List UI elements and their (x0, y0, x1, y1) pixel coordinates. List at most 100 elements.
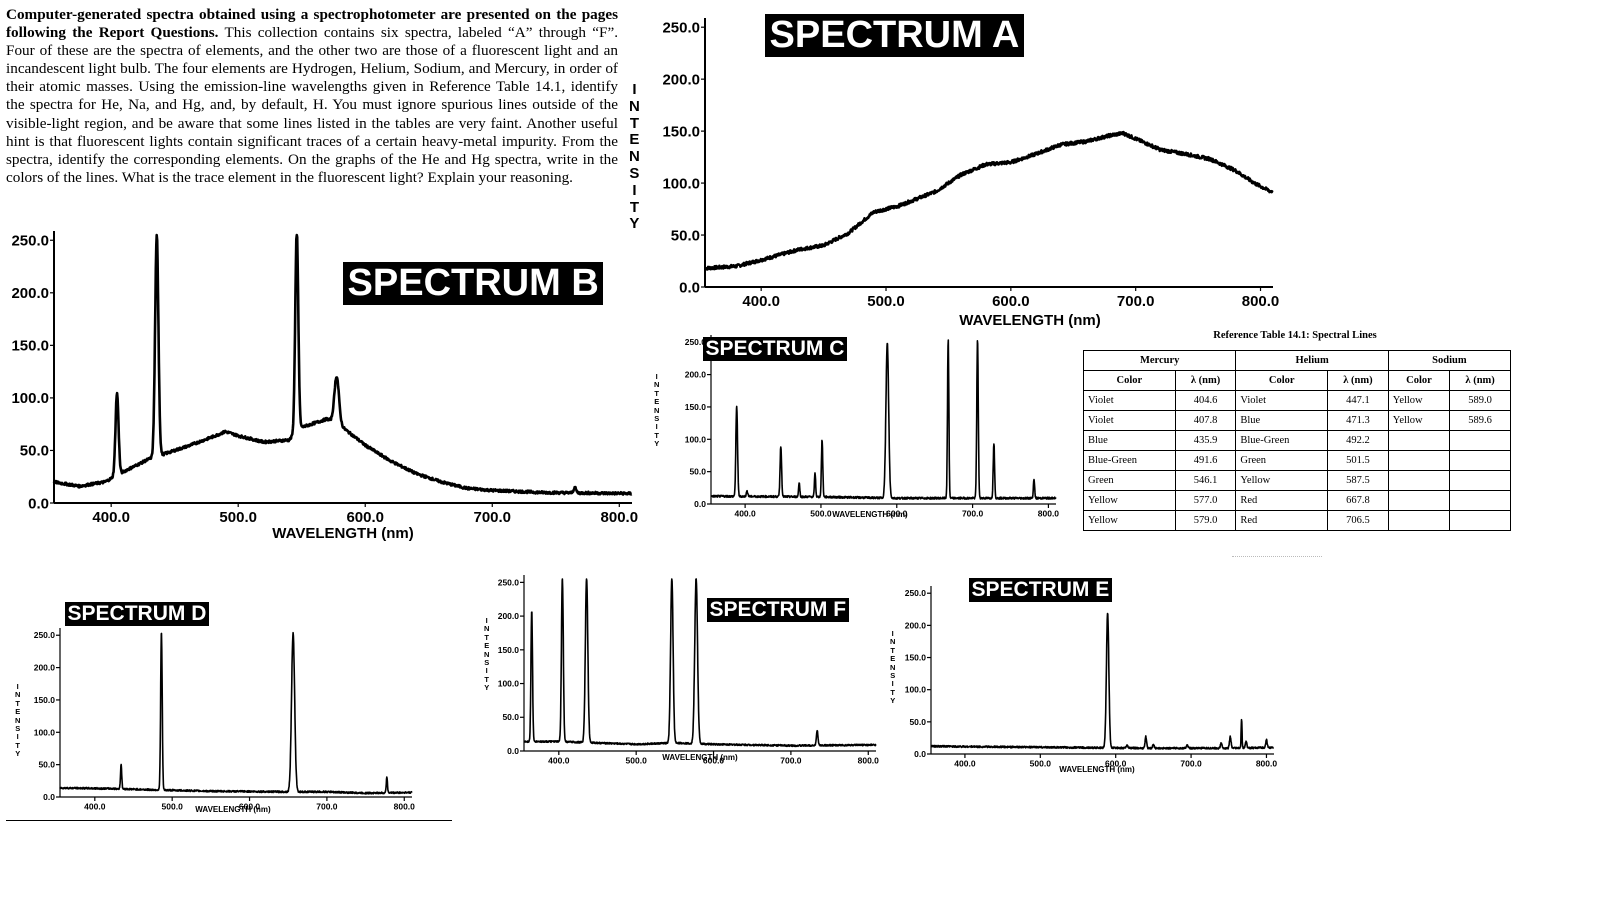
cell: Violet (1235, 390, 1329, 411)
cell (1387, 430, 1451, 451)
spectrum-title: SPECTRUM B (343, 262, 604, 305)
x-tick-label: 500.0 (810, 509, 832, 519)
cell: 447.1 (1327, 390, 1389, 411)
cell: 435.9 (1174, 430, 1237, 451)
table-body: Violet 404.6 Violet 447.1 Yellow 589.0 Violet… (1083, 390, 1511, 531)
cell (1449, 450, 1511, 471)
intro-text: This collection contains six spectra, la… (6, 24, 618, 186)
cell: 706.5 (1327, 510, 1389, 531)
cell: 587.5 (1327, 470, 1389, 491)
spectral-lines-table: Mercury Helium Sodium Color λ (nm) Color… (1082, 350, 1512, 531)
x-tick-label: 600.0 (346, 509, 384, 526)
y-tick-label: 50.0 (909, 717, 926, 727)
x-tick-label: 500.0 (867, 293, 905, 310)
col-header-lambda: λ (nm) (1449, 370, 1511, 391)
cell: Yellow (1083, 490, 1176, 511)
cell (1387, 450, 1451, 471)
y-axis-label: I N T E N S I T Y (890, 629, 896, 706)
x-tick-label: 800.0 (394, 802, 416, 812)
cell: Blue-Green (1235, 430, 1329, 451)
page-rule (6, 820, 452, 821)
intro-paragraph: Computer-generated spectra obtained usin… (6, 6, 618, 187)
cell: 491.6 (1174, 450, 1237, 471)
y-tick-label: 250.0 (685, 337, 707, 347)
chart-canvas: 0.0 50.0 100.0 150.0 200.0 250.0 400.0 500.0 600… (685, 335, 1059, 519)
x-tick-label: 400.0 (548, 756, 570, 766)
y-tick-label: 0.0 (914, 749, 926, 759)
y-axis-label: I N T E N S I T Y (629, 81, 640, 233)
table-row: Blue-Green 491.6 Green 501.5 (1083, 450, 1511, 471)
y-tick-label: 100.0 (34, 727, 56, 737)
cell (1387, 490, 1451, 511)
x-axis-label: WAVELENGTH (nm) (1059, 765, 1135, 774)
y-tick-label: 50.0 (689, 467, 706, 477)
x-tick-label: 500.0 (219, 509, 257, 526)
x-axis-label: WAVELENGTH (nm) (195, 805, 271, 814)
cell (1449, 510, 1511, 531)
table-row: Yellow 577.0 Red 667.8 (1083, 490, 1511, 511)
table-row: Violet 407.8 Blue 471.3 Yellow 589.6 (1083, 410, 1511, 431)
group-header-helium: Helium (1235, 350, 1389, 371)
x-tick-label: 700.0 (1117, 293, 1155, 310)
cell: Blue-Green (1083, 450, 1176, 471)
table-row: Yellow 579.0 Red 706.5 (1083, 510, 1511, 531)
col-header-color: Color (1387, 370, 1451, 391)
y-tick-label: 0.0 (43, 792, 55, 802)
y-tick-label: 100.0 (685, 434, 707, 444)
cell: 589.0 (1449, 390, 1511, 411)
reference-table-caption: Reference Table 14.1: Spectral Lines (1213, 330, 1377, 341)
group-header-mercury: Mercury (1082, 350, 1237, 371)
table-row: Blue 435.9 Blue-Green 492.2 (1083, 430, 1511, 451)
x-tick-label: 400.0 (954, 759, 976, 769)
x-tick-label: 800.0 (1256, 759, 1278, 769)
x-tick-label: 500.0 (626, 756, 648, 766)
cell: 546.1 (1174, 470, 1237, 491)
y-tick-label: 0.0 (679, 279, 700, 296)
cell (1387, 510, 1451, 531)
cell: Yellow (1387, 410, 1451, 431)
x-tick-label: 600.0 (992, 293, 1030, 310)
cell: Yellow (1387, 390, 1451, 411)
faint-caption-line (1232, 556, 1322, 559)
y-tick-label: 50.0 (20, 443, 49, 460)
x-tick-label: 600.0 (703, 756, 725, 766)
y-tick-label: 250.0 (498, 577, 520, 587)
y-tick-label: 200.0 (34, 663, 56, 673)
y-tick-label: 100.0 (498, 679, 520, 689)
cell (1387, 470, 1451, 491)
y-tick-label: 50.0 (502, 712, 519, 722)
x-tick-label: 700.0 (1180, 759, 1202, 769)
cell: 579.0 (1174, 510, 1237, 531)
x-tick-label: 800.0 (1242, 293, 1280, 310)
cell: Violet (1083, 410, 1176, 431)
cell: 492.2 (1327, 430, 1389, 451)
spectrum-title: SPECTRUM C (703, 337, 847, 361)
intro-bold: Computer-generated spectra obtained usin… (6, 6, 618, 42)
y-tick-label: 250.0 (11, 233, 49, 250)
spectrum-title: SPECTRUM A (765, 14, 1024, 57)
y-tick-label: 250.0 (905, 588, 927, 598)
col-header-color: Color (1083, 370, 1176, 391)
group-header-sodium: Sodium (1387, 350, 1512, 371)
cell: Blue (1083, 430, 1176, 451)
y-tick-label: 250.0 (34, 630, 56, 640)
y-tick-label: 150.0 (34, 695, 56, 705)
x-tick-label: 800.0 (601, 509, 639, 526)
y-tick-label: 100.0 (905, 685, 927, 695)
spectrum-title: SPECTRUM E (969, 578, 1112, 602)
cell (1449, 430, 1511, 451)
x-tick-label: 700.0 (780, 756, 802, 766)
cell: 404.6 (1174, 390, 1237, 411)
cell: Green (1083, 470, 1176, 491)
y-tick-label: 50.0 (38, 760, 55, 770)
y-tick-label: 150.0 (498, 645, 520, 655)
cell: 471.3 (1327, 410, 1389, 431)
x-tick-label: 800.0 (858, 756, 880, 766)
cell: Blue (1235, 410, 1329, 431)
cell (1449, 470, 1511, 491)
chart-canvas: 0.0 50.0 100.0 150.0 200.0 250.0 400.0 500.0 600… (662, 18, 1280, 310)
chart-canvas: 0.0 50.0 100.0 150.0 200.0 250.0 400.0 500.0 600… (498, 575, 880, 766)
x-axis-label: WAVELENGTH (nm) (662, 753, 738, 762)
y-tick-label: 250.0 (662, 19, 700, 36)
x-tick-label: 700.0 (473, 509, 511, 526)
